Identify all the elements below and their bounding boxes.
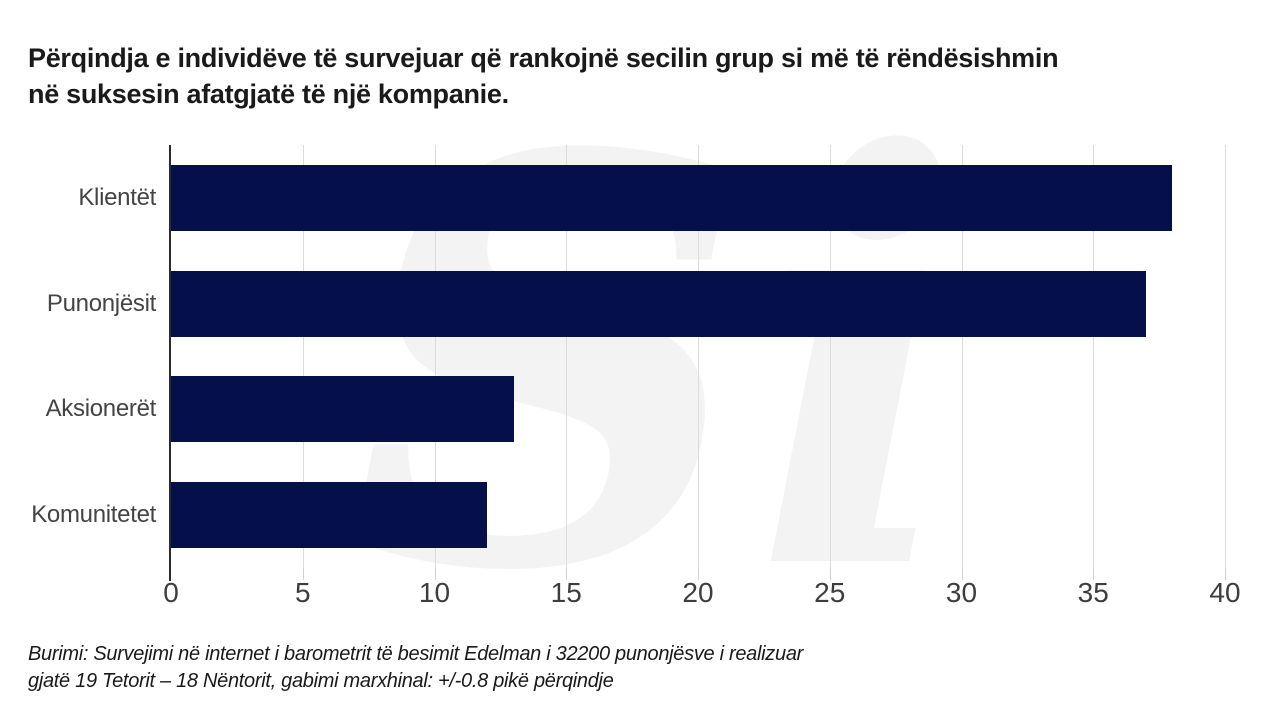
gridline-40	[1225, 145, 1226, 568]
plot-area: Si	[169, 85, 1226, 645]
gridline-35	[1093, 145, 1095, 568]
source-line1: Burimi: Survejimi në internet i barometr…	[28, 643, 803, 665]
x-tick-label-30: 30	[945, 577, 978, 608]
gridline-30	[961, 145, 963, 568]
bar-row-3	[171, 357, 1225, 463]
x-tick-20	[698, 568, 699, 580]
gridline-5	[302, 145, 304, 568]
bar-3	[171, 376, 514, 443]
y-axis-line	[169, 145, 171, 581]
chart-title-line2: në suksesin afatgjatë të një kompanie.	[28, 79, 509, 109]
x-tick-label-35: 35	[1077, 577, 1109, 608]
y-label-4: Komunitetet	[31, 501, 156, 529]
source-note: Burimi: Survejimi në internet i barometr…	[28, 641, 803, 695]
x-tick-label-10: 10	[418, 577, 451, 608]
bar-1	[171, 164, 1173, 231]
y-label-3: Aksionerët	[45, 395, 157, 423]
y-label-2: Punonjësit	[46, 289, 156, 317]
x-tick-5	[302, 568, 304, 580]
x-tick-40	[1225, 568, 1226, 580]
bar-2	[171, 270, 1146, 337]
gridline-10	[434, 145, 436, 568]
x-tick-35	[1093, 568, 1095, 580]
source-line2: gjatë 19 Tetorit – 18 Nëntorit, gabimi m…	[28, 670, 614, 692]
y-label-1: Klientët	[78, 183, 156, 211]
gridline-20	[698, 145, 699, 568]
chart-title-line1: Përqindja e individëve të survejuar që r…	[28, 43, 1059, 73]
x-tick-30	[961, 568, 963, 580]
x-tick-label-25: 25	[814, 577, 846, 608]
bar-row-1	[171, 145, 1225, 251]
x-tick-10	[434, 568, 436, 580]
bar-row-2	[171, 251, 1225, 357]
bar-row-4	[171, 462, 1225, 568]
x-axis-labels: 0 5 10 15 20 25 30 35 40	[163, 577, 1240, 611]
gridline-15	[566, 145, 568, 568]
x-tick-label-0: 0	[163, 577, 179, 608]
x-tick-label-15: 15	[550, 577, 582, 608]
bar-4	[171, 482, 488, 549]
chart-title: Përqindja e individëve të survejuar që r…	[28, 40, 1059, 112]
gridline-25	[829, 145, 831, 568]
y-axis-labels: Klientët Punonjësit Aksionerët Komunitetet	[0, 145, 156, 568]
x-tick-label-20: 20	[682, 577, 714, 608]
x-tick-15	[566, 568, 568, 580]
x-tick-25	[829, 568, 831, 580]
x-tick-label-5: 5	[294, 577, 311, 608]
x-tick-label-40: 40	[1209, 577, 1241, 608]
